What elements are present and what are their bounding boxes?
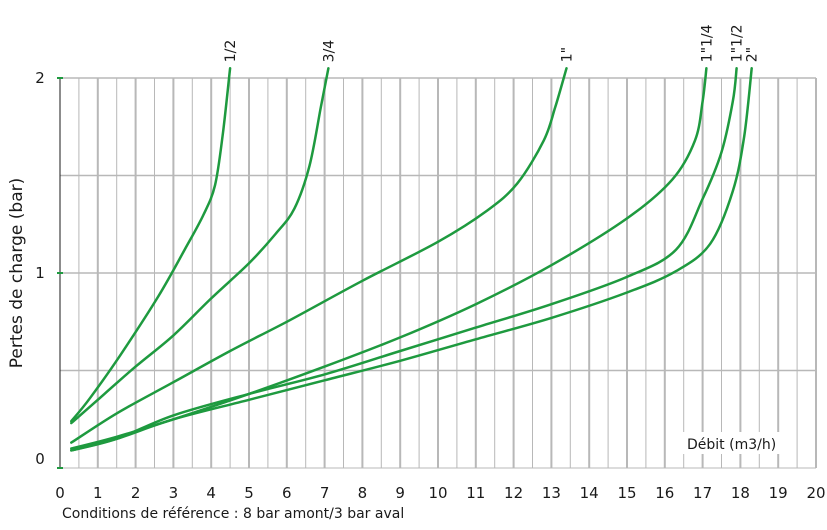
series-label-4: 1"1/2	[730, 24, 746, 62]
y-axis-marks	[57, 77, 63, 469]
x-tick-label: 14	[580, 484, 599, 502]
series-lines	[70, 67, 753, 452]
series-line-4	[70, 67, 738, 452]
series-label-1: 3/4	[321, 40, 337, 63]
x-tick-label: 9	[395, 484, 405, 502]
x-tick-label: 19	[769, 484, 788, 502]
series-labels: 1/2 3/4 1" 1"1/4 1"1/2 2"	[223, 24, 761, 62]
x-tick-label: 1	[93, 484, 103, 502]
y-tick-label: 1	[35, 264, 45, 282]
y-tick-label: 0	[35, 450, 45, 468]
x-tick-label: 16	[655, 484, 674, 502]
x-tick-label: 5	[244, 484, 254, 502]
x-tick-label: 8	[358, 484, 368, 502]
x-tick-label: 17	[693, 484, 712, 502]
x-tick-label: 11	[466, 484, 485, 502]
x-axis-title-group: Débit (m3/h)	[683, 432, 793, 454]
grid-major	[60, 77, 817, 468]
x-tick-label: 4	[206, 484, 216, 502]
x-tick-label: 13	[542, 484, 561, 502]
series-line-2	[70, 67, 568, 444]
x-tick-label: 7	[320, 484, 330, 502]
x-tick-label: 10	[428, 484, 447, 502]
x-tick-label: 15	[617, 484, 636, 502]
series-label-2: 1"	[559, 47, 575, 62]
x-tick-label: 18	[731, 484, 750, 502]
x-tick-label: 0	[55, 484, 65, 502]
x-tick-label: 3	[169, 484, 179, 502]
series-label-0: 1/2	[223, 40, 239, 63]
series-label-3: 1"1/4	[699, 24, 715, 62]
x-tick-labels: 0 1 2 3 4 5 6 7 8 9 10 11 12 13 14 15 16 17 18 19 20	[55, 484, 825, 502]
x-tick-label: 20	[806, 484, 825, 502]
y-tick-label: 2	[35, 69, 45, 87]
series-label-5: 2"	[745, 47, 761, 62]
y-tick-labels: 0 1 2	[35, 69, 45, 468]
x-tick-label: 6	[282, 484, 292, 502]
x-tick-label: 12	[504, 484, 523, 502]
footnote: Conditions de référence : 8 bar amont/3 …	[62, 506, 405, 522]
series-line-1	[70, 67, 330, 425]
x-tick-label: 2	[131, 484, 141, 502]
series-line-5	[70, 67, 753, 452]
series-line-0	[70, 67, 232, 423]
x-axis-title: Débit (m3/h)	[687, 437, 776, 453]
y-axis-title: Pertes de charge (bar)	[7, 178, 27, 368]
x-axis-title-bg	[683, 432, 793, 454]
